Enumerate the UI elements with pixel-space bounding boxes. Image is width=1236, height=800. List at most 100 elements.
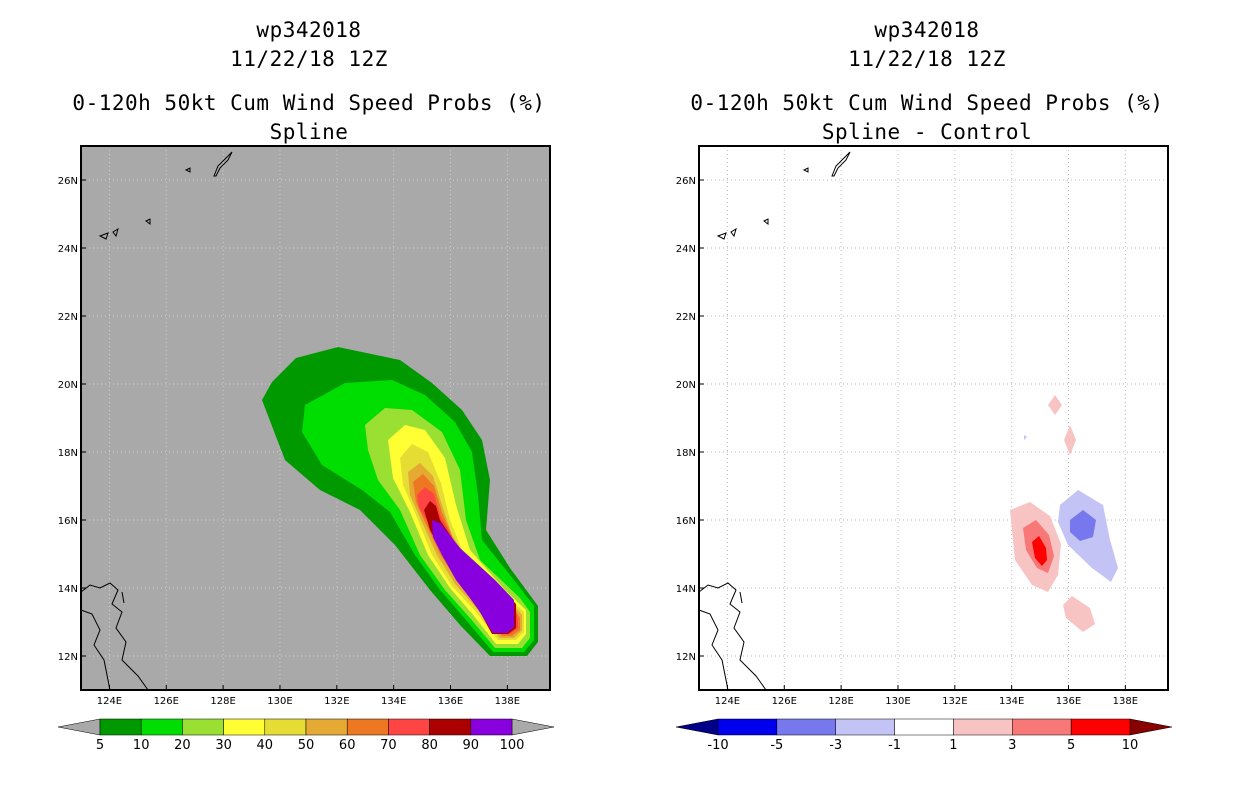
coastlines <box>80 151 233 691</box>
colorbar-label: 1 <box>949 738 957 753</box>
colorbar-segment <box>346 718 389 736</box>
colorbar-label: 90 <box>463 738 480 753</box>
colorbar-segment <box>776 718 836 736</box>
colorbar-label: 20 <box>174 738 191 753</box>
y-tick-label-12N: 12N <box>676 652 696 663</box>
x-tick-label-132E: 132E <box>324 696 349 707</box>
y-tick-label-20N: 20N <box>676 380 696 391</box>
colorbar-label: 100 <box>500 738 525 753</box>
positive-1-contour-south <box>1063 596 1095 632</box>
y-tick-label-16N: 16N <box>58 516 78 527</box>
x-tick-label-126E: 126E <box>772 696 797 707</box>
colorbar-segment <box>717 718 778 736</box>
x-tick-label-138E: 138E <box>495 696 520 707</box>
map-background <box>699 146 1168 690</box>
sakishima-coast <box>716 218 769 240</box>
left-datetime: 11/22/18 12Z <box>230 47 388 71</box>
left-chart-panel: wp342018 11/22/18 12Z 0-120h 50kt Cum Wi… <box>57 18 555 753</box>
y-tick-label-26N: 26N <box>676 176 696 187</box>
coastlines <box>698 151 851 691</box>
colorbar: -10 -5 -3 -1 1 3 5 10 <box>675 718 1173 753</box>
x-tick-labels: 124E 126E 128E 130E 132E 134E 136E 138E <box>715 696 1138 707</box>
x-tick-label-128E: 128E <box>828 696 853 707</box>
left-probability-map: 124E 126E 128E 130E 132E 134E 136E 138E 12N14N1… <box>57 145 555 753</box>
x-tick-label-130E: 130E <box>267 696 292 707</box>
colorbar-segment <box>264 718 307 736</box>
positive-1-contour-north <box>1048 395 1062 415</box>
right-chart-panel: wp342018 11/22/18 12Z 0-120h 50kt Cum Wi… <box>618 0 1236 800</box>
colorbar-segment <box>305 718 348 736</box>
y-tick-label-14N: 14N <box>58 584 78 595</box>
difference-contours <box>1010 395 1118 632</box>
colorbar-segment <box>894 718 954 736</box>
x-tick-label-126E: 126E <box>154 696 179 707</box>
x-tick-label-128E: 128E <box>210 696 235 707</box>
map-gridlines <box>699 146 1168 690</box>
luzon-coast <box>698 582 767 691</box>
y-tick-label-22N: 22N <box>58 312 78 323</box>
positive-1-contour-mid <box>1064 425 1076 455</box>
y-tick-label-12N: 12N <box>58 652 78 663</box>
colorbar-label: 10 <box>1122 738 1139 753</box>
y-tick-label-16N: 16N <box>676 516 696 527</box>
colorbar-label: -5 <box>770 738 783 753</box>
luzon-coast <box>80 582 149 691</box>
colorbar-segment <box>953 718 1013 736</box>
right-datetime: 11/22/18 12Z <box>848 47 1006 71</box>
y-tick-label-18N: 18N <box>58 448 78 459</box>
sakishima-coast <box>98 218 151 240</box>
colorbar-segment <box>470 718 513 736</box>
negative-1-contour-tiny <box>1024 435 1027 440</box>
y-tick-label-18N: 18N <box>676 448 696 459</box>
colorbar-label: 70 <box>380 738 397 753</box>
x-tick-label-124E: 124E <box>97 696 122 707</box>
x-tick-label-134E: 134E <box>999 696 1024 707</box>
y-tick-label-24N: 24N <box>676 244 696 255</box>
x-tick-labels: 124E 126E 128E 130E 132E 134E 136E 138E <box>97 696 520 707</box>
x-tick-label-136E: 136E <box>438 696 463 707</box>
right-title: 0-120h 50kt Cum Wind Speed Probs (%) <box>690 91 1164 115</box>
right-storm-id: wp342018 <box>874 18 980 42</box>
okinawa-coast <box>802 151 851 177</box>
colorbar-label: 60 <box>339 738 356 753</box>
x-tick-label-130E: 130E <box>885 696 910 707</box>
colorbar-label: 40 <box>257 738 274 753</box>
x-tick-label-134E: 134E <box>381 696 406 707</box>
probability-contours <box>262 347 538 656</box>
x-tick-label-124E: 124E <box>715 696 740 707</box>
y-tick-labels: 12N 14N 16N 18N 20N 22N 24N 26N <box>58 176 78 663</box>
map-frame <box>80 145 551 691</box>
x-tick-label-132E: 132E <box>942 696 967 707</box>
colorbar-label: -10 <box>707 738 728 753</box>
x-tick-label-138E: 138E <box>1113 696 1138 707</box>
left-title: 0-120h 50kt Cum Wind Speed Probs (%) <box>72 91 546 115</box>
right-subtitle: Spline - Control <box>821 120 1033 144</box>
map-frame <box>698 145 1169 691</box>
colorbar-label: -1 <box>888 738 901 753</box>
y-tick-label-22N: 22N <box>676 312 696 323</box>
y-tick-label-14N: 14N <box>676 584 696 595</box>
colorbar-segment <box>835 718 895 736</box>
colorbar: 5 10 20 30 40 50 60 70 80 90 100 <box>57 718 555 753</box>
colorbar-segment <box>1012 718 1072 736</box>
colorbar-segment <box>182 718 224 736</box>
colorbar-label: -3 <box>829 738 842 753</box>
colorbar-segment <box>388 718 430 736</box>
positive-5-contour <box>1032 536 1047 566</box>
y-tick-labels: 12N 14N 16N 18N 20N 22N 24N 26N <box>676 176 696 663</box>
left-storm-id: wp342018 <box>256 18 362 42</box>
colorbar-label: 3 <box>1008 738 1016 753</box>
x-tick-label-136E: 136E <box>1056 696 1081 707</box>
colorbar-segment <box>1070 718 1131 736</box>
y-tick-label-20N: 20N <box>58 380 78 391</box>
negative-3-contour <box>1070 510 1096 541</box>
colorbar-label: 30 <box>215 738 232 753</box>
colorbar-high-arrow <box>1129 718 1173 736</box>
colorbar-low-arrow <box>675 718 719 736</box>
right-difference-map: 124E 126E 128E 130E 132E 134E 136E 138E 12N14N1… <box>675 145 1173 753</box>
colorbar-label: 5 <box>1067 738 1075 753</box>
okinawa-coast <box>184 151 233 177</box>
y-tick-label-24N: 24N <box>58 244 78 255</box>
y-tick-label-26N: 26N <box>58 176 78 187</box>
colorbar-label: 50 <box>298 738 315 753</box>
